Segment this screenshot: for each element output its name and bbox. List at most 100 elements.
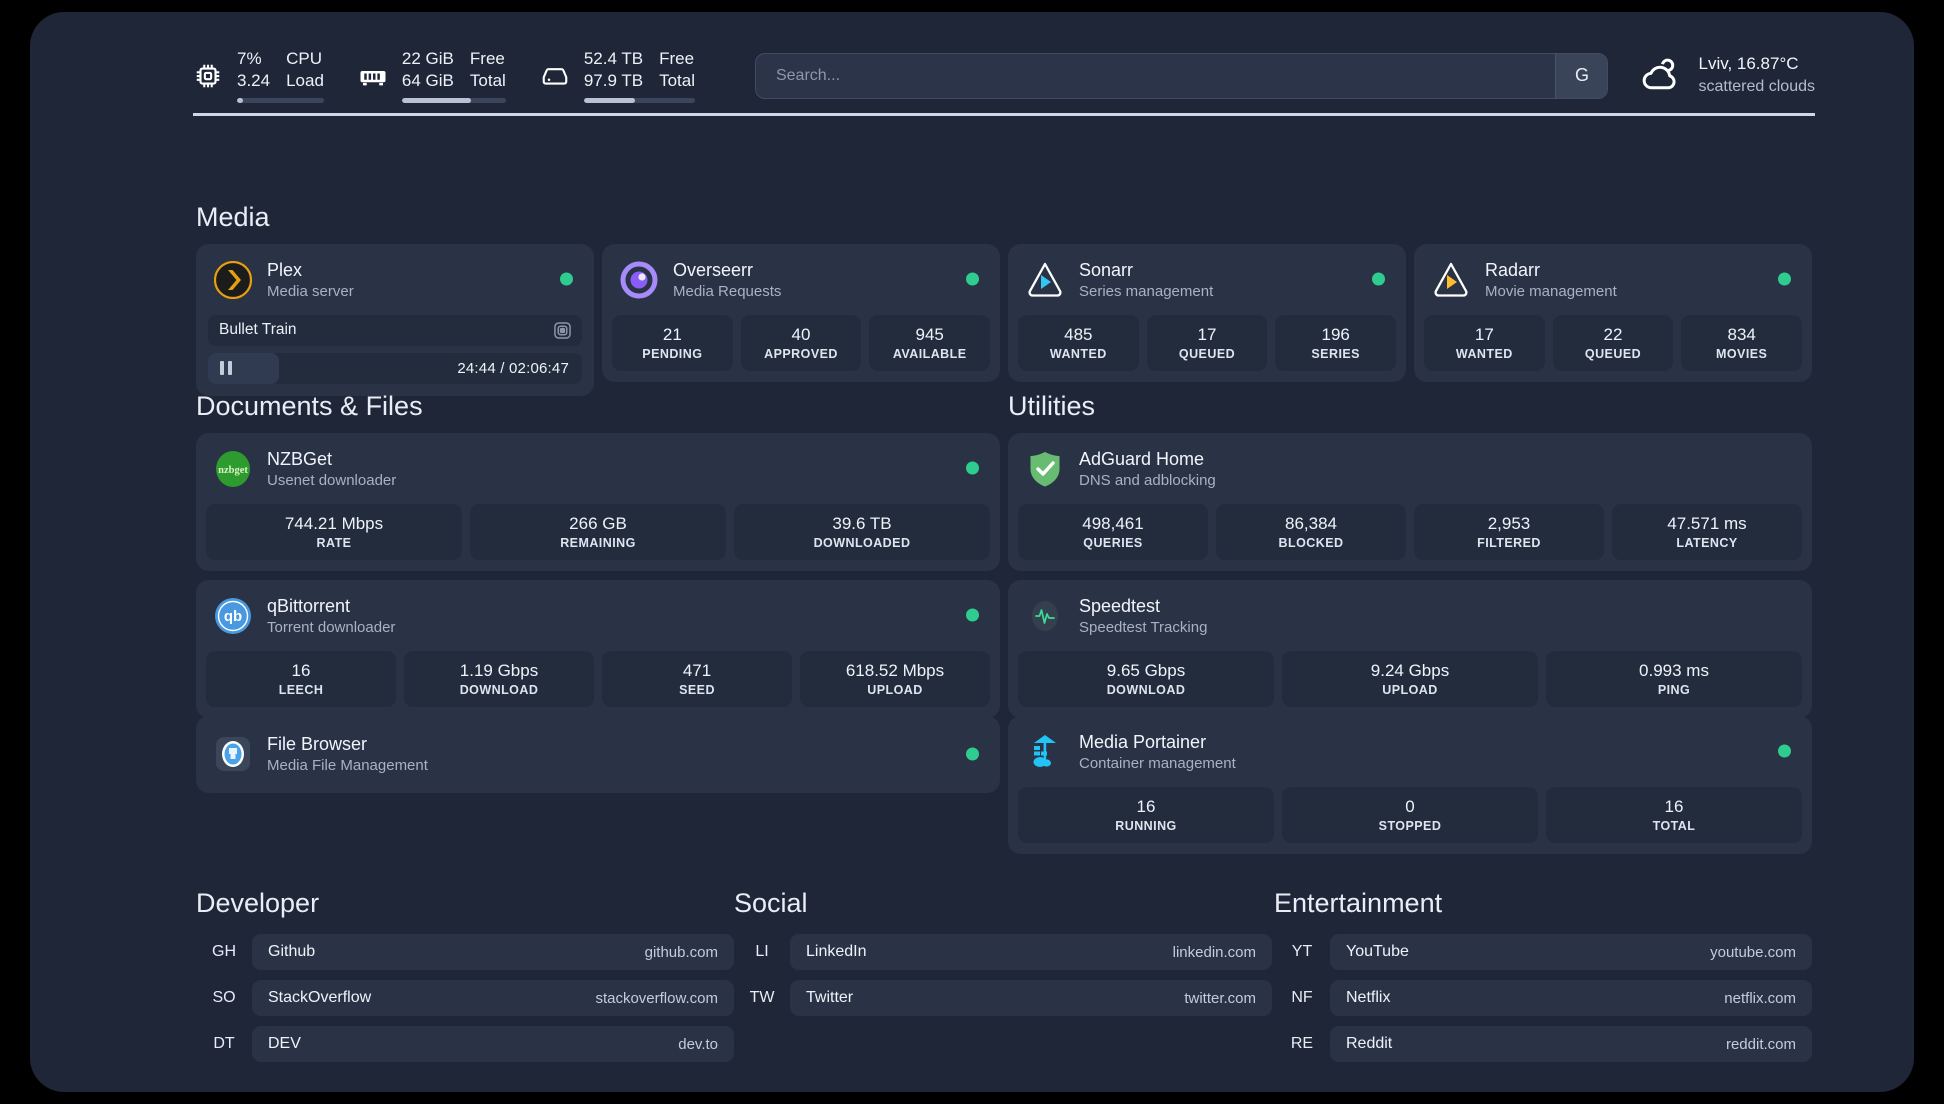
stat-value: 39.6 TB bbox=[832, 513, 892, 533]
stat-cell: 16 TOTAL bbox=[1546, 786, 1802, 843]
section-title-media: Media bbox=[196, 202, 270, 232]
card-portainer[interactable]: Media Portainer Container management 16 … bbox=[1008, 716, 1812, 854]
now-playing-progress[interactable]: 24:44 / 02:06:47 bbox=[208, 352, 582, 384]
pulse-icon bbox=[1026, 597, 1064, 635]
card-sonarr[interactable]: Sonarr Series management 485 WANTED 17 Q… bbox=[1008, 244, 1406, 382]
bookmark-link[interactable]: Github github.com bbox=[252, 934, 734, 970]
bookmark-link[interactable]: Netflix netflix.com bbox=[1330, 980, 1812, 1016]
stat-caption: APPROVED bbox=[764, 346, 838, 361]
bookmark-item-linkedin[interactable]: LI LinkedIn linkedin.com bbox=[734, 934, 1272, 970]
stat-value: 744.21 Mbps bbox=[284, 513, 384, 533]
stat-value: 21 bbox=[662, 324, 682, 344]
bookmark-link[interactable]: DEV dev.to bbox=[252, 1026, 734, 1062]
stat-caption: MOVIES bbox=[1716, 346, 1768, 361]
disk-total-value: 97.9 TB bbox=[583, 70, 644, 90]
stat-value: 498,461 bbox=[1082, 513, 1144, 533]
bookmark-link[interactable]: YouTube youtube.com bbox=[1330, 934, 1812, 970]
bookmark-group-developer: GH Github github.com SO StackOverflow st… bbox=[196, 934, 734, 1072]
disk-readout: 52.4 TB 97.9 TB Free Total bbox=[583, 48, 695, 104]
bookmark-link[interactable]: StackOverflow stackoverflow.com bbox=[252, 980, 734, 1016]
stat-caption: QUERIES bbox=[1083, 535, 1143, 550]
bookmark-url: netflix.com bbox=[1724, 989, 1796, 1007]
pause-icon[interactable] bbox=[220, 361, 232, 376]
stat-cell: 16 RUNNING bbox=[1018, 786, 1274, 843]
stat-value: 618.52 Mbps bbox=[845, 660, 945, 680]
bookmark-name: Netflix bbox=[1346, 989, 1391, 1006]
stat-row-radarr: 17 WANTED 22 QUEUED 834 MOVIES bbox=[1414, 314, 1812, 382]
stat-caption: PENDING bbox=[642, 346, 703, 361]
cpu-icon bbox=[193, 61, 223, 91]
stat-cell: 17 WANTED bbox=[1424, 314, 1545, 371]
app-desc-adguard: DNS and adblocking bbox=[1079, 472, 1216, 490]
memory-total-value: 64 GiB bbox=[401, 70, 454, 90]
stat-caption: PING bbox=[1657, 682, 1691, 697]
card-plex[interactable]: Plex Media server Bullet Train 24:44 / 0… bbox=[196, 244, 594, 396]
card-adguard[interactable]: AdGuard Home DNS and adblocking 498,461 … bbox=[1008, 433, 1812, 571]
bookmark-item-netflix[interactable]: NF Netflix netflix.com bbox=[1274, 980, 1812, 1016]
stat-cell: 1.19 Gbps DOWNLOAD bbox=[404, 650, 594, 707]
bookmark-link[interactable]: Twitter twitter.com bbox=[790, 980, 1272, 1016]
app-desc-qbittorrent: Torrent downloader bbox=[267, 619, 396, 637]
bookmark-url: dev.to bbox=[678, 1035, 718, 1053]
app-name-nzbget: NZBGet bbox=[267, 449, 333, 469]
stat-value: 9.24 Gbps bbox=[1370, 660, 1450, 680]
memory-free-value: 22 GiB bbox=[401, 48, 454, 68]
stat-row-sonarr: 485 WANTED 17 QUEUED 196 SERIES bbox=[1008, 314, 1406, 382]
plex-icon bbox=[213, 261, 253, 300]
card-header-filebrowser: File Browser Media File Management bbox=[196, 716, 1000, 793]
now-playing-title-bar[interactable]: Bullet Train bbox=[208, 314, 582, 346]
stat-cell: 834 MOVIES bbox=[1681, 314, 1803, 371]
status-badge-radarr bbox=[1778, 272, 1791, 286]
stat-value: 16 bbox=[1136, 796, 1156, 816]
stop-circle-icon[interactable] bbox=[554, 322, 571, 339]
app-desc-sonarr: Series management bbox=[1079, 283, 1214, 301]
card-radarr[interactable]: Radarr Movie management 17 WANTED 22 QUE… bbox=[1414, 244, 1812, 382]
bookmark-url: reddit.com bbox=[1725, 1035, 1796, 1053]
app-name-radarr: Radarr bbox=[1485, 260, 1541, 280]
stat-row-speedtest: 9.65 Gbps DOWNLOAD 9.24 Gbps UPLOAD 0.99… bbox=[1008, 650, 1812, 718]
bookmark-item-twitter[interactable]: TW Twitter twitter.com bbox=[734, 980, 1272, 1016]
stat-value: 40 bbox=[791, 324, 811, 344]
stat-value: 196 bbox=[1321, 324, 1350, 344]
bookmark-item-dev[interactable]: DT DEV dev.to bbox=[196, 1026, 734, 1062]
app-desc-nzbget: Usenet downloader bbox=[267, 472, 397, 490]
status-badge-overseerr bbox=[966, 272, 979, 286]
bookmark-abbr: GH bbox=[212, 943, 236, 960]
bookmark-abbr: NF bbox=[1291, 989, 1313, 1006]
bookmark-abbr: YT bbox=[1291, 943, 1313, 960]
bookmark-link[interactable]: LinkedIn linkedin.com bbox=[790, 934, 1272, 970]
bookmark-link[interactable]: Reddit reddit.com bbox=[1330, 1026, 1812, 1062]
status-badge-plex bbox=[560, 272, 573, 286]
stat-cell: 39.6 TB DOWNLOADED bbox=[734, 503, 990, 560]
search-bar[interactable]: G bbox=[754, 52, 1609, 99]
card-overseerr[interactable]: Overseerr Media Requests 21 PENDING 40 A… bbox=[602, 244, 1000, 382]
card-qbittorrent[interactable]: qb qBittorrent Torrent downloader 16 LEE… bbox=[196, 580, 1000, 718]
card-nzbget[interactable]: nzbget NZBGet Usenet downloader 744.21 M… bbox=[196, 433, 1000, 571]
stat-caption: SEED bbox=[679, 682, 715, 697]
stat-caption: TOTAL bbox=[1652, 818, 1696, 833]
stat-caption: LATENCY bbox=[1676, 535, 1738, 550]
app-name-adguard: AdGuard Home bbox=[1079, 449, 1205, 469]
stat-caption: BLOCKED bbox=[1278, 535, 1344, 550]
stat-caption: STOPPED bbox=[1378, 818, 1442, 833]
section-title-social: Social bbox=[734, 888, 808, 918]
stat-cell: 40 APPROVED bbox=[740, 314, 862, 371]
card-header-adguard: AdGuard Home DNS and adblocking bbox=[1008, 433, 1812, 504]
weather-widget[interactable]: Lviv, 16.87°C scattered clouds bbox=[1634, 53, 1815, 98]
bookmark-item-github[interactable]: GH Github github.com bbox=[196, 934, 734, 970]
bookmark-abbr: TW bbox=[749, 989, 775, 1006]
card-filebrowser[interactable]: File Browser Media File Management bbox=[196, 716, 1000, 793]
app-desc-radarr: Movie management bbox=[1485, 283, 1617, 301]
adguard-shield-icon bbox=[1026, 450, 1064, 488]
search-input[interactable] bbox=[755, 53, 1556, 98]
card-speedtest[interactable]: Speedtest Speedtest Tracking 9.65 Gbps D… bbox=[1008, 580, 1812, 718]
bookmark-item-youtube[interactable]: YT YouTube youtube.com bbox=[1274, 934, 1812, 970]
bookmark-url: github.com bbox=[644, 943, 718, 961]
search-engine-button[interactable]: G bbox=[1555, 53, 1608, 98]
bookmark-item-reddit[interactable]: RE Reddit reddit.com bbox=[1274, 1026, 1812, 1062]
app-desc-portainer: Container management bbox=[1079, 755, 1236, 773]
bookmark-item-stackoverflow[interactable]: SO StackOverflow stackoverflow.com bbox=[196, 980, 734, 1016]
stat-value: 2,953 bbox=[1487, 513, 1531, 533]
bookmark-name: Twitter bbox=[806, 989, 854, 1006]
stat-cell: 22 QUEUED bbox=[1552, 314, 1674, 371]
